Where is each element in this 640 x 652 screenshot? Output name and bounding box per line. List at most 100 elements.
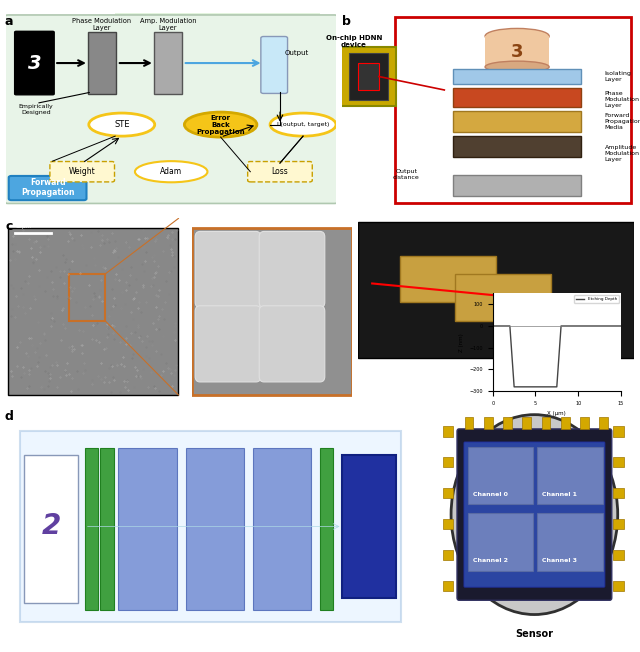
FancyBboxPatch shape	[613, 519, 624, 529]
Text: b: b	[342, 15, 351, 28]
FancyBboxPatch shape	[320, 448, 333, 610]
Text: 3: 3	[511, 42, 524, 61]
FancyBboxPatch shape	[457, 429, 612, 600]
FancyBboxPatch shape	[248, 162, 312, 182]
FancyBboxPatch shape	[453, 175, 581, 196]
FancyBboxPatch shape	[100, 448, 114, 610]
Text: Channel 2: Channel 2	[473, 558, 508, 563]
FancyBboxPatch shape	[613, 550, 624, 560]
FancyBboxPatch shape	[613, 457, 624, 467]
Text: Forward
Propagation
Media: Forward Propagation Media	[605, 113, 640, 130]
Ellipse shape	[485, 29, 549, 44]
Ellipse shape	[89, 113, 155, 136]
FancyBboxPatch shape	[85, 448, 99, 610]
FancyBboxPatch shape	[8, 228, 179, 395]
Text: 2: 2	[42, 512, 61, 541]
FancyBboxPatch shape	[522, 417, 531, 430]
Ellipse shape	[184, 112, 257, 137]
Legend: Etching Depth: Etching Depth	[575, 295, 619, 303]
FancyBboxPatch shape	[468, 513, 533, 570]
FancyBboxPatch shape	[192, 228, 352, 395]
FancyBboxPatch shape	[4, 15, 338, 203]
Text: STE: STE	[114, 120, 129, 129]
Etching Depth	[489, 322, 497, 330]
FancyBboxPatch shape	[88, 32, 116, 94]
FancyBboxPatch shape	[538, 447, 603, 504]
Text: Adam: Adam	[160, 167, 182, 176]
FancyBboxPatch shape	[468, 447, 533, 504]
Text: Amplitude
Modulation
Layer: Amplitude Modulation Layer	[605, 145, 639, 162]
FancyBboxPatch shape	[253, 448, 311, 610]
FancyBboxPatch shape	[464, 442, 605, 587]
Etching Depth	[617, 322, 625, 330]
FancyBboxPatch shape	[443, 550, 454, 560]
FancyBboxPatch shape	[453, 136, 581, 157]
Text: Forward
Propagation: Forward Propagation	[21, 178, 74, 198]
FancyBboxPatch shape	[561, 417, 570, 430]
Text: 3: 3	[28, 53, 41, 72]
Text: d: d	[4, 410, 13, 423]
Ellipse shape	[270, 113, 336, 136]
FancyBboxPatch shape	[443, 457, 454, 467]
FancyBboxPatch shape	[613, 426, 624, 437]
FancyBboxPatch shape	[261, 37, 287, 93]
Text: Phase Modulation
Layer: Phase Modulation Layer	[72, 18, 132, 31]
Text: Empirically
Designed: Empirically Designed	[19, 104, 53, 115]
FancyBboxPatch shape	[443, 426, 454, 437]
FancyBboxPatch shape	[484, 417, 493, 430]
FancyBboxPatch shape	[465, 417, 474, 430]
Etching Depth	[557, 322, 565, 330]
FancyBboxPatch shape	[400, 256, 496, 302]
Ellipse shape	[135, 161, 207, 183]
FancyBboxPatch shape	[358, 63, 380, 91]
Text: Phase
Modulation
Layer: Phase Modulation Layer	[605, 91, 639, 108]
FancyBboxPatch shape	[15, 31, 54, 95]
FancyBboxPatch shape	[455, 274, 551, 321]
Text: 4μm: 4μm	[197, 220, 211, 225]
FancyBboxPatch shape	[20, 432, 401, 622]
FancyBboxPatch shape	[600, 417, 608, 430]
FancyBboxPatch shape	[195, 231, 261, 308]
FancyBboxPatch shape	[259, 306, 325, 382]
Y-axis label: Z (nm): Z (nm)	[459, 333, 464, 351]
FancyBboxPatch shape	[341, 47, 396, 106]
Ellipse shape	[485, 61, 549, 72]
FancyBboxPatch shape	[50, 162, 115, 182]
FancyBboxPatch shape	[580, 417, 589, 430]
FancyBboxPatch shape	[613, 581, 624, 591]
FancyBboxPatch shape	[453, 69, 581, 84]
Text: On-chip HDNN
device: On-chip HDNN device	[326, 35, 382, 48]
FancyBboxPatch shape	[541, 417, 550, 430]
FancyBboxPatch shape	[24, 455, 78, 602]
Text: Isolating
Layer: Isolating Layer	[605, 71, 631, 82]
FancyBboxPatch shape	[195, 306, 261, 382]
X-axis label: X (μm): X (μm)	[547, 411, 566, 417]
FancyBboxPatch shape	[118, 448, 177, 610]
FancyBboxPatch shape	[503, 417, 512, 430]
Text: L(output, target): L(output, target)	[277, 122, 329, 127]
FancyBboxPatch shape	[9, 176, 86, 200]
Text: Output
distance: Output distance	[393, 170, 420, 180]
FancyBboxPatch shape	[443, 488, 454, 498]
FancyBboxPatch shape	[453, 111, 581, 132]
Text: c: c	[6, 220, 13, 233]
FancyBboxPatch shape	[259, 231, 325, 308]
FancyBboxPatch shape	[538, 513, 603, 570]
Line: Etching Depth: Etching Depth	[493, 326, 621, 387]
Text: Error
Back
Propagation: Error Back Propagation	[196, 115, 245, 134]
FancyBboxPatch shape	[358, 222, 634, 358]
FancyBboxPatch shape	[443, 519, 454, 529]
Circle shape	[451, 415, 618, 615]
FancyBboxPatch shape	[186, 448, 244, 610]
Text: Channel 1: Channel 1	[542, 492, 577, 497]
Polygon shape	[115, 13, 319, 200]
FancyBboxPatch shape	[443, 581, 454, 591]
Text: Loss: Loss	[271, 167, 289, 176]
Text: Sensor: Sensor	[515, 629, 554, 638]
Etching Depth	[553, 383, 561, 391]
Text: Channel 0: Channel 0	[473, 492, 508, 497]
FancyBboxPatch shape	[349, 53, 388, 100]
Text: Amp. Modulation
Layer: Amp. Modulation Layer	[140, 18, 196, 31]
FancyBboxPatch shape	[453, 88, 581, 108]
Etching Depth	[510, 383, 518, 391]
